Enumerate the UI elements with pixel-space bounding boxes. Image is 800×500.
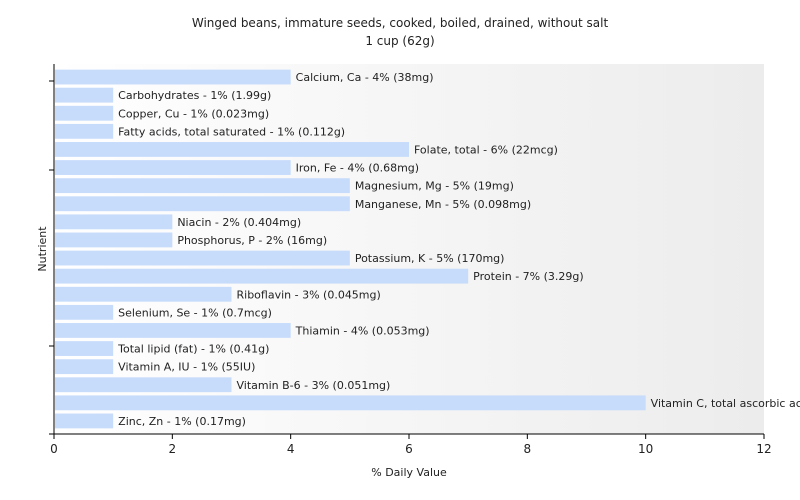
bar-label: Iron, Fe - 4% (0.68mg) — [296, 162, 419, 175]
bar-label: Potassium, K - 5% (170mg) — [355, 252, 505, 265]
plot-background — [54, 64, 764, 434]
bar-protein — [55, 268, 469, 284]
bar-vitamin-b-6 — [55, 377, 232, 393]
x-tick-label: 6 — [405, 442, 413, 456]
bar-total-lipid-fat — [55, 341, 114, 356]
bar-phosphorus-p — [55, 232, 173, 248]
bar-label: Vitamin A, IU - 1% (55IU) — [118, 361, 255, 374]
bar-label: Carbohydrates - 1% (1.99g) — [118, 89, 271, 102]
bar-carbohydrates — [55, 87, 114, 103]
bar-label: Total lipid (fat) - 1% (0.41g) — [117, 343, 269, 356]
bar-label: Zinc, Zn - 1% (0.17mg) — [118, 415, 246, 428]
bar-vitamin-c-total-ascorbic-acid — [55, 395, 646, 411]
bar-label: Fatty acids, total saturated - 1% (0.112… — [118, 125, 345, 138]
bar-selenium-se — [55, 304, 114, 320]
bar-iron-fe — [55, 160, 291, 175]
x-tick-label: 4 — [287, 442, 295, 456]
bar-label: Folate, total - 6% (22mcg) — [414, 143, 558, 156]
bar-labels-group: Calcium, Ca - 4% (38mg) Carbohydrates - 1… — [117, 71, 800, 428]
bar-manganese-mn — [55, 196, 350, 212]
bar-potassium-k — [55, 250, 350, 266]
bar-label: Calcium, Ca - 4% (38mg) — [296, 71, 434, 84]
bar-niacin — [55, 214, 173, 230]
bar-riboflavin — [55, 286, 232, 302]
x-tick-label: 8 — [524, 442, 532, 456]
x-tick-label: 0 — [50, 442, 58, 456]
bar-label: Vitamin C, total ascorbic acid - 10% (6.… — [651, 397, 800, 410]
bar-thiamin — [55, 323, 291, 338]
bar-label: Selenium, Se - 1% (0.7mcg) — [118, 306, 272, 319]
x-axis-label: % Daily Value — [371, 466, 447, 479]
bar-label: Magnesium, Mg - 5% (19mg) — [355, 180, 514, 193]
bar-magnesium-mg — [55, 178, 350, 194]
x-tick-label: 2 — [169, 442, 177, 456]
bar-vitamin-a-iu — [55, 359, 114, 375]
bar-label: Thiamin - 4% (0.053mg) — [295, 324, 430, 337]
bar-label: Phosphorus, P - 2% (16mg) — [177, 234, 327, 247]
bar-label: Protein - 7% (3.29g) — [473, 270, 584, 283]
bar-label: Manganese, Mn - 5% (0.098mg) — [355, 198, 531, 211]
bar-folate-total — [55, 142, 409, 157]
bars-group — [55, 69, 646, 429]
bar-fatty-acids-total-saturated — [55, 123, 114, 139]
y-axis-label: Nutrient — [36, 226, 49, 272]
bar-label: Vitamin B-6 - 3% (0.051mg) — [237, 379, 391, 392]
x-tick-label: 10 — [638, 442, 653, 456]
x-tick-label: 12 — [756, 442, 771, 456]
bar-zinc-zn — [55, 413, 114, 429]
axes-group: 0 2 4 6 8 10 12 — [49, 64, 772, 456]
bar-label: Niacin - 2% (0.404mg) — [177, 216, 301, 229]
bar-calcium-ca — [55, 69, 291, 85]
bar-label: Copper, Cu - 1% (0.023mg) — [118, 107, 269, 120]
bar-copper-cu — [55, 105, 114, 121]
bar-label: Riboflavin - 3% (0.045mg) — [237, 288, 381, 301]
chart-subtitle: 1 cup (62g) — [365, 34, 434, 48]
chart-title: Winged beans, immature seeds, cooked, bo… — [192, 16, 609, 30]
